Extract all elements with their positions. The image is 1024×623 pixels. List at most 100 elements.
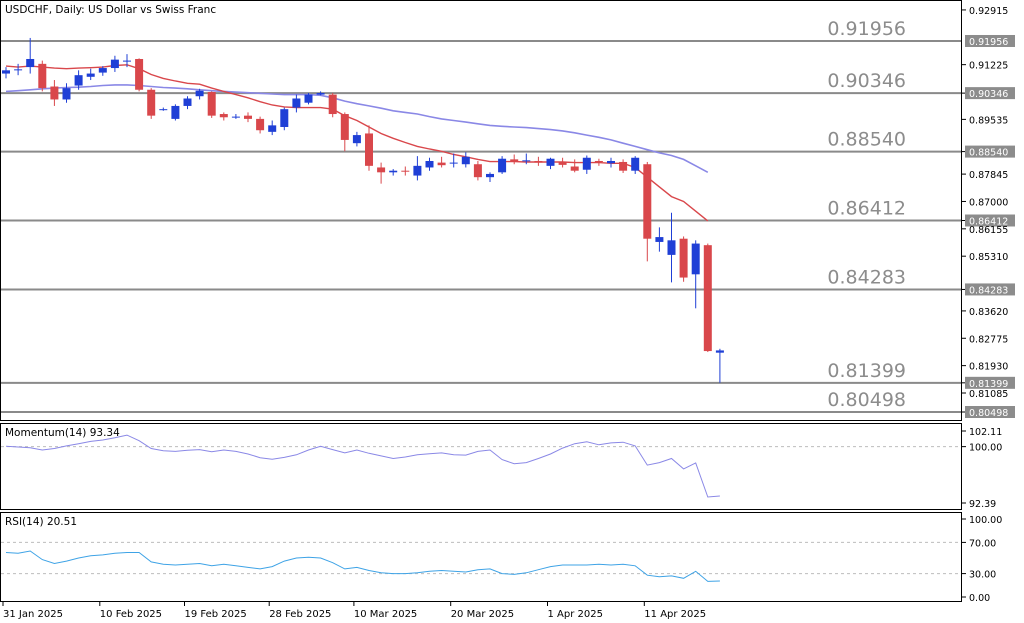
ma-fast-line (5, 64, 709, 222)
candle (486, 172, 494, 183)
candle-body (256, 118, 265, 131)
candle (522, 153, 531, 165)
candle-body (183, 98, 192, 106)
candle (50, 80, 59, 106)
candle-body (340, 114, 349, 140)
date-axis: 31 Jan 2025 10 Feb 2025 19 Feb 2025 28 Feb … (2, 602, 706, 620)
candle-body (86, 73, 95, 77)
candle-body (123, 60, 131, 62)
price-tag (965, 283, 1015, 296)
candle-body (570, 166, 579, 171)
candle-body (582, 157, 591, 170)
candle-body (195, 90, 204, 97)
price-tick-label: 0.92915 (969, 6, 1008, 17)
candle (534, 156, 543, 166)
candle (389, 169, 398, 176)
level-label: 0.81399 (827, 360, 906, 382)
candle (171, 104, 180, 121)
price-tick-label: 0.81930 (969, 362, 1008, 373)
candle-body (98, 68, 107, 73)
candle-body (2, 70, 10, 74)
candle-body (546, 158, 555, 166)
price-tick-label: 0.81085 (969, 389, 1008, 400)
candle-body (377, 167, 386, 173)
rsi-tick-label: 0.00 (969, 593, 990, 604)
momentum-line (5, 434, 720, 498)
candle (268, 120, 277, 136)
price-tag (965, 145, 1015, 158)
price-tick-label: 0.86412 (969, 217, 1008, 228)
price-tick-label: 0.87845 (969, 170, 1008, 181)
candle-body (352, 135, 361, 144)
candle (147, 88, 156, 119)
level-label: 0.86412 (827, 198, 906, 220)
candle-body (38, 63, 47, 89)
price-tag (965, 214, 1015, 227)
candle (316, 91, 325, 96)
ma-slow-line (5, 84, 709, 174)
chart-title: USDCHF, Daily: US Dollar vs Swiss Franc (5, 4, 216, 16)
candle (207, 91, 216, 118)
candle-body (244, 115, 252, 119)
level-label: 0.80498 (827, 389, 906, 411)
price-tag (965, 34, 1015, 47)
candle-body (691, 243, 700, 275)
candle-body (316, 92, 325, 95)
level-label: 0.90346 (827, 70, 906, 92)
candle-body (401, 170, 410, 172)
rsi-tick-label: 100.00 (969, 515, 1002, 526)
price-tag (965, 406, 1015, 418)
candle (667, 212, 676, 283)
candle (231, 114, 240, 119)
candle (631, 156, 640, 174)
candle (26, 37, 35, 74)
candle (679, 236, 688, 282)
candle-body (655, 237, 664, 242)
candle (74, 70, 83, 90)
price-tick-label: 0.86155 (969, 225, 1008, 236)
candle (607, 157, 615, 168)
candle (655, 227, 664, 252)
candle (135, 58, 144, 92)
candle (703, 243, 712, 353)
candle-body (558, 161, 567, 165)
price-tag (965, 87, 1015, 100)
candle (619, 159, 628, 173)
candle (110, 55, 119, 72)
candlesticks (2, 37, 724, 383)
horizontal-levels: 0.91956 0.90346 0.88540 0.86412 0.84283 0.813… (1, 18, 961, 413)
price-tick-label: 0.85310 (969, 252, 1008, 263)
candle (425, 157, 434, 171)
candle (183, 96, 192, 110)
candle (570, 159, 579, 173)
candle (449, 153, 458, 168)
date-tick-label: 31 Jan 2025 (3, 609, 63, 620)
candle (328, 92, 337, 118)
candle-body (703, 245, 712, 352)
candle-body (231, 116, 240, 118)
candle (62, 83, 71, 103)
candle-body (631, 157, 640, 171)
price-tag (965, 376, 1015, 389)
date-tick-label: 10 Feb 2025 (100, 609, 162, 620)
candle-body (14, 69, 23, 71)
candle-body (607, 160, 615, 164)
candle-body (510, 159, 519, 161)
candle-body (365, 133, 373, 166)
candle-body (534, 160, 543, 163)
candle-body (292, 98, 301, 108)
candle-body (62, 88, 71, 100)
candle-body (473, 164, 482, 178)
moving-averages (5, 64, 709, 222)
candle (195, 88, 204, 100)
candle-body (594, 160, 603, 162)
candle-body (643, 164, 652, 239)
candle-body (147, 89, 156, 116)
candle-body (413, 165, 422, 176)
candle-body (437, 162, 446, 166)
date-tick-label: 20 Mar 2025 (451, 609, 514, 620)
level-label: 0.88540 (827, 129, 906, 151)
candle (2, 67, 10, 79)
candle (473, 160, 482, 181)
